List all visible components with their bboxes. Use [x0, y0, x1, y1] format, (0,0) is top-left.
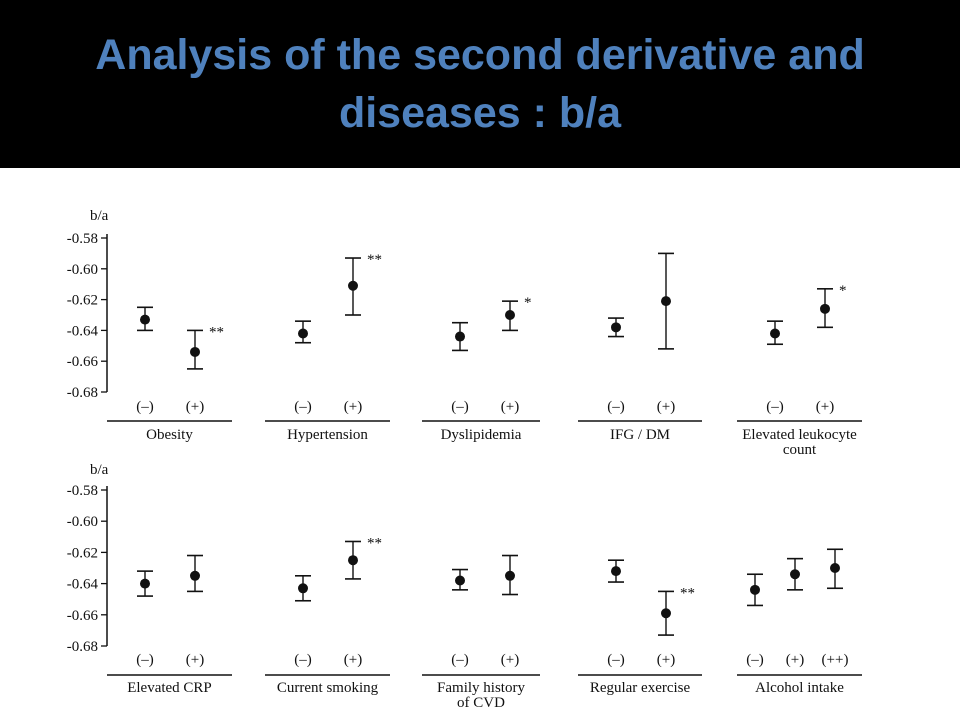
group-label-line: Regular exercise	[590, 680, 691, 696]
mean-point	[750, 584, 760, 595]
group-label: Hypertension	[287, 427, 368, 443]
significance-label: **	[680, 585, 695, 601]
slide-title: Analysis of the second derivative and di…	[95, 31, 865, 137]
group-label: Dyslipidemia	[441, 427, 522, 443]
condition-label: (+)	[657, 399, 675, 415]
mean-point	[611, 566, 621, 577]
group-label-line: Elevated CRP	[127, 680, 212, 696]
condition-label: (+)	[816, 399, 834, 415]
condition-label: (–)	[607, 399, 625, 415]
condition-label: (–)	[294, 652, 312, 668]
group-label-line: Family history	[437, 680, 525, 696]
mean-point	[455, 575, 465, 586]
y-tick-label: -0.62	[67, 293, 98, 309]
y-tick-label: -0.68	[67, 639, 98, 655]
significance-label: **	[209, 324, 224, 340]
mean-point	[830, 563, 840, 573]
y-tick-label: -0.58	[67, 231, 98, 247]
group-label-line: Elevated leukocyte	[742, 427, 857, 443]
mean-point	[455, 331, 465, 342]
y-tick-label: -0.60	[67, 262, 98, 278]
significance-label: *	[839, 283, 847, 299]
group-label-line: IFG / DM	[610, 427, 670, 443]
condition-label: (–)	[451, 652, 469, 668]
condition-label: (+)	[501, 399, 519, 415]
group-label-line: Dyslipidemia	[441, 427, 522, 443]
group-label: Obesity	[146, 427, 193, 443]
group-label-line: count	[783, 442, 817, 458]
condition-label: (+)	[344, 399, 362, 415]
mean-point	[190, 570, 200, 581]
group-label-line: Current smoking	[277, 680, 379, 696]
y-tick-label: -0.58	[67, 483, 98, 499]
condition-label: (–)	[136, 652, 154, 668]
y-axis-label: b/a	[90, 462, 109, 478]
condition-label: (+)	[657, 652, 675, 668]
y-tick-label: -0.66	[67, 354, 99, 370]
mean-point	[611, 322, 621, 333]
condition-label: (–)	[766, 399, 784, 415]
group-label: IFG / DM	[610, 427, 670, 443]
y-tick-label: -0.62	[67, 545, 98, 561]
group-label-line: Obesity	[146, 427, 193, 443]
mean-point	[190, 346, 200, 357]
group-label: Alcohol intake	[755, 680, 844, 696]
mean-point	[505, 570, 515, 581]
group-label: Elevated leukocyte count	[742, 427, 857, 458]
condition-label: (–)	[607, 652, 625, 668]
y-tick-label: -0.60	[67, 514, 98, 530]
group-label: Current smoking	[277, 680, 379, 696]
significance-label: **	[367, 535, 382, 551]
mean-point	[770, 328, 780, 339]
condition-label: (–)	[746, 652, 764, 668]
y-tick-label: -0.68	[67, 385, 98, 401]
condition-label: (++)	[822, 652, 849, 668]
y-tick-label: -0.64	[67, 577, 99, 593]
mean-point	[348, 280, 358, 291]
condition-label: (+)	[186, 652, 204, 668]
group-label-line: of CVD	[457, 695, 505, 711]
mean-point	[140, 314, 150, 325]
significance-label: **	[367, 252, 382, 268]
mean-point	[298, 328, 308, 339]
condition-label: (–)	[136, 399, 154, 415]
mean-point	[661, 608, 671, 619]
condition-label: (–)	[294, 399, 312, 415]
group-label: Family history of CVD	[437, 680, 525, 711]
mean-point	[140, 578, 150, 589]
mean-point	[820, 303, 830, 314]
figure-area: b/a -0.58 -0.60 -0.62 -0.64 -0.66 -0.68 (–) ** (+…	[0, 168, 960, 720]
group-label: Regular exercise	[590, 680, 691, 696]
y-tick-label: -0.64	[67, 323, 99, 339]
title-band: Analysis of the second derivative and di…	[0, 0, 960, 168]
group-label: Elevated CRP	[127, 680, 212, 696]
condition-label: (+)	[186, 399, 204, 415]
mean-point	[348, 555, 358, 566]
condition-label: (+)	[786, 652, 804, 668]
condition-label: (–)	[451, 399, 469, 415]
condition-label: (+)	[501, 652, 519, 668]
group-label-line: Hypertension	[287, 427, 368, 443]
significance-label: *	[524, 295, 532, 311]
mean-point	[661, 296, 671, 307]
group-label-line: Alcohol intake	[755, 680, 844, 696]
y-tick-label: -0.66	[67, 608, 99, 624]
condition-label: (+)	[344, 652, 362, 668]
mean-point	[298, 583, 308, 594]
mean-point	[505, 310, 515, 320]
y-axis-label: b/a	[90, 208, 109, 224]
mean-point	[790, 569, 800, 580]
figure-svg: b/a-0.58-0.60-0.62-0.64-0.66-0.68(–)**(+…	[67, 208, 862, 711]
